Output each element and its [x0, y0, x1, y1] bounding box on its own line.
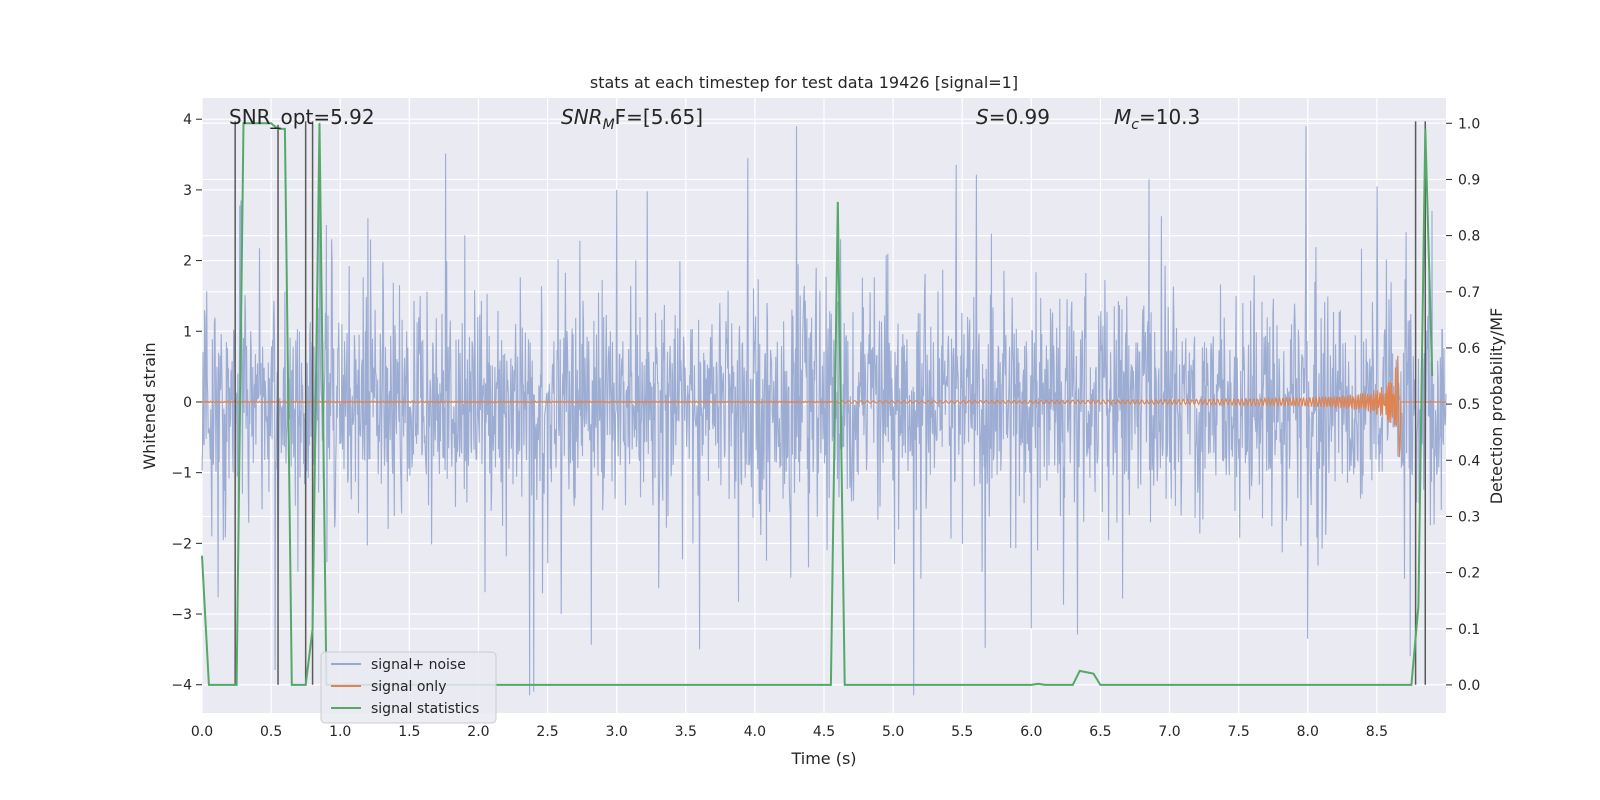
- x-tick-label: 1.0: [329, 724, 351, 740]
- y-tick-label: −1: [171, 466, 192, 482]
- y-right-tick-label: 0.8: [1458, 229, 1480, 245]
- x-tick-label: 8.0: [1297, 724, 1319, 740]
- y-right-axis-label: Detection probability/MF: [1487, 308, 1506, 505]
- annotation-s: S=0.99: [976, 105, 1050, 129]
- x-axis-label: Time (s): [790, 749, 856, 768]
- annotation-s-label: S: [976, 105, 989, 129]
- y-right-tick-label: 0.2: [1458, 566, 1480, 582]
- y-right-tick-label: 0.5: [1458, 397, 1480, 413]
- x-tick-label: 0.5: [260, 724, 282, 740]
- annotation-snr-mf-rest: F=[5.65]: [615, 105, 703, 129]
- x-axis-ticks: 0.0 0.5 1.0 1.5 2.0 2.5 3.0 3.5 4.0 4.5 5.0 5.5 6.0 6…: [191, 724, 1388, 740]
- annotation-mc-base: M: [1114, 105, 1131, 129]
- x-tick-label: 7.5: [1228, 724, 1250, 740]
- y-right-axis-ticks: 1.0 0.9 0.8 0.7 0.6 0.5 0.4 0.3 0.2 0.1 0.0: [1446, 116, 1480, 694]
- annotation-mc: Mc=10.3: [1114, 105, 1200, 133]
- legend-label-signal: signal only: [371, 679, 446, 695]
- y-tick-label: −4: [171, 678, 192, 694]
- y-axis-label: Whitened strain: [140, 342, 159, 469]
- signal-only-series: [201, 355, 1446, 458]
- y-tick-label: 4: [183, 112, 192, 128]
- x-tick-label: 0.0: [191, 724, 213, 740]
- x-tick-label: 3.5: [675, 724, 697, 740]
- vertical-markers: [234, 121, 1427, 685]
- annotation-snr-mf: SNRMF=[5.65]: [561, 105, 703, 133]
- y-axis-ticks: 4 3 2 1 0 −1 −2 −3 −4: [171, 112, 202, 694]
- y-tick-label: 0: [183, 395, 192, 411]
- annotation-snr-mf-sub: M: [603, 117, 615, 133]
- signal-plus-noise-series: [201, 122, 1447, 696]
- noise-line: [201, 122, 1447, 696]
- y-right-tick-label: 0.6: [1458, 341, 1480, 357]
- y-right-tick-label: 0.3: [1458, 509, 1480, 525]
- y-tick-label: 2: [183, 254, 192, 270]
- y-right-tick-label: 0.0: [1458, 678, 1480, 694]
- y-tick-label: −2: [171, 536, 192, 552]
- legend: signal+ noise signal only signal statist…: [320, 651, 497, 724]
- x-tick-label: 6.0: [1020, 724, 1042, 740]
- x-tick-label: 5.0: [882, 724, 904, 740]
- x-tick-label: 7.0: [1158, 724, 1180, 740]
- x-tick-label: 2.0: [467, 724, 489, 740]
- x-tick-label: 5.5: [951, 724, 973, 740]
- annotation-snr-mf-base: SNR: [561, 105, 603, 129]
- annotation-snr-opt: SNR_opt=5.92: [229, 105, 375, 129]
- chart-title: stats at each timestep for test data 194…: [590, 73, 1018, 92]
- signal-line: [201, 355, 1446, 458]
- y-right-tick-label: 0.9: [1458, 172, 1480, 188]
- x-tick-label: 1.5: [398, 724, 420, 740]
- annotation-s-value: =0.99: [989, 105, 1050, 129]
- y-right-tick-label: 0.1: [1458, 622, 1480, 638]
- x-tick-label: 3.0: [606, 724, 628, 740]
- legend-label-noise: signal+ noise: [371, 657, 466, 673]
- y-right-tick-label: 0.7: [1458, 285, 1480, 301]
- y-tick-label: −3: [171, 607, 192, 623]
- y-tick-label: 3: [183, 183, 192, 199]
- legend-label-stats: signal statistics: [371, 701, 479, 717]
- x-tick-label: 4.5: [813, 724, 835, 740]
- x-tick-label: 8.5: [1366, 724, 1388, 740]
- legend-box: [320, 651, 497, 724]
- y-right-tick-label: 0.4: [1458, 453, 1480, 469]
- annotation-mc-sub: c: [1131, 117, 1139, 133]
- x-tick-label: 2.5: [536, 724, 558, 740]
- x-tick-label: 4.0: [744, 724, 766, 740]
- y-right-tick-label: 1.0: [1458, 116, 1480, 132]
- annotation-mc-value: =10.3: [1139, 105, 1200, 129]
- y-tick-label: 1: [183, 324, 192, 340]
- x-tick-label: 6.5: [1089, 724, 1111, 740]
